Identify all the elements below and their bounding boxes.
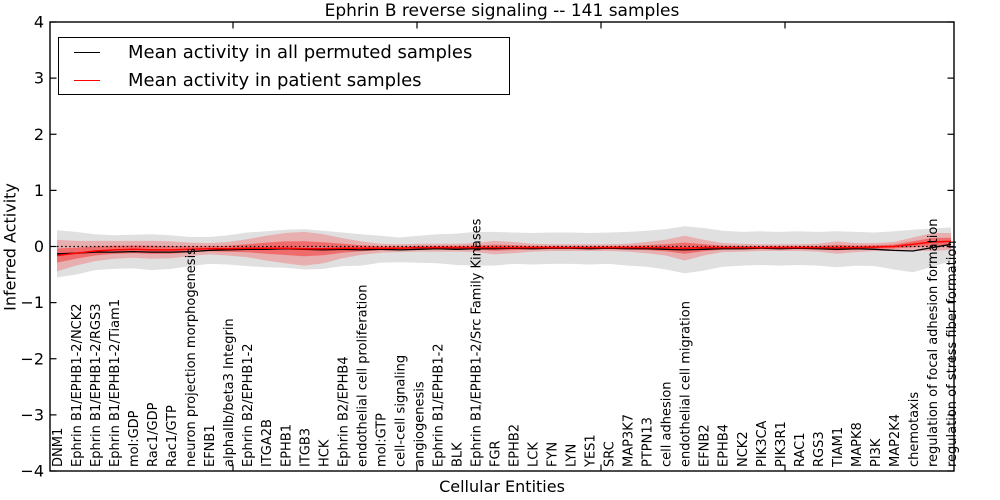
y-axis-title: Inferred Activity xyxy=(0,183,20,311)
x-category-label: regulation of focal adhesion formation xyxy=(926,218,941,467)
y-tick-label: −3 xyxy=(20,405,44,424)
x-category-label: Ephrin B1/EPHB1-2/Tiam1 xyxy=(108,299,123,467)
x-category-label: MAPK8 xyxy=(850,422,865,467)
legend: Mean activity in all permuted samples Mea… xyxy=(58,37,510,95)
x-category-label: FGR xyxy=(488,440,503,467)
y-tick-label: 1 xyxy=(34,181,44,200)
x-category-label: YES1 xyxy=(584,434,599,468)
x-category-label: EFNB1 xyxy=(203,424,218,467)
y-tick-label: 2 xyxy=(34,125,44,144)
x-category-label: SRC xyxy=(603,441,618,467)
x-category-label: cell adhesion xyxy=(660,381,675,467)
patient-band-inner xyxy=(57,237,951,263)
x-category-label: Rac1/GTP xyxy=(165,405,180,467)
x-category-label: Rac1/GDP xyxy=(146,402,161,467)
legend-item-label: Mean activity in patient samples xyxy=(128,69,422,91)
x-category-label: Ephrin B1/EPHB1-2/NCK2 xyxy=(70,303,85,467)
x-category-label: Ephrin B2/EPHB4 xyxy=(336,356,351,467)
x-category-label: LYN xyxy=(565,444,580,467)
x-category-label: regulation of stress fiber formation xyxy=(945,240,960,467)
x-category-label: alphaIIb/beta3 Integrin xyxy=(222,318,237,467)
x-category-label: EPHB2 xyxy=(508,424,523,467)
x-category-label: BLK xyxy=(450,442,465,467)
x-category-label: NCK2 xyxy=(736,431,751,467)
x-category-label: mol:GDP xyxy=(127,410,142,467)
x-category-label: RAC1 xyxy=(793,432,808,467)
x-category-label: LCK xyxy=(527,442,542,467)
x-category-label: MAP3K7 xyxy=(622,414,637,467)
patient-mean-line xyxy=(56,240,952,257)
x-category-label: HCK xyxy=(317,439,332,467)
x-category-label: PIK3CA xyxy=(755,420,770,467)
x-category-label: Ephrin B1/EPHB1-2/RGS3 xyxy=(89,303,104,467)
x-category-label: EFNB2 xyxy=(698,424,713,467)
permuted-band xyxy=(57,226,951,278)
y-tick-label: −2 xyxy=(20,349,44,368)
x-category-label: Ephrin B2/EPHB1-2 xyxy=(241,343,256,467)
legend-item-label: Mean activity in all permuted samples xyxy=(128,41,473,63)
x-category-label: chemotaxis xyxy=(907,392,922,467)
legend-line-swatch xyxy=(74,79,100,81)
legend-line-swatch xyxy=(74,51,100,53)
y-tick-label: −4 xyxy=(20,462,44,481)
x-category-label: neuron projection morphogenesis xyxy=(184,248,199,467)
x-category-label: cell-cell signaling xyxy=(393,355,408,467)
x-category-label: Ephrin B1/EPHB1-2 xyxy=(431,343,446,467)
y-tick-label: −1 xyxy=(20,293,44,312)
x-axis-title: Cellular Entities xyxy=(439,477,565,496)
chart-title: Ephrin B reverse signaling -- 141 sample… xyxy=(324,1,680,21)
y-tick-label: 4 xyxy=(34,13,44,32)
legend-item: Mean activity in patient samples xyxy=(59,66,509,94)
x-category-label: TIAM1 xyxy=(831,427,846,468)
x-category-label: Ephrin B1/EPHB1-2/Src Family Kinases xyxy=(469,218,484,467)
y-tick-label: 0 xyxy=(34,237,44,256)
x-category-label: angiogenesis xyxy=(412,381,427,467)
x-category-label: PIK3R1 xyxy=(774,421,789,467)
x-category-label: PI3K xyxy=(869,438,884,467)
patient-band-outer xyxy=(57,231,951,272)
legend-item: Mean activity in all permuted samples xyxy=(59,38,509,66)
x-category-label: FYN xyxy=(546,442,561,467)
y-tick-label: 3 xyxy=(34,69,44,88)
x-category-label: RGS3 xyxy=(812,431,827,467)
x-category-label: ITGB3 xyxy=(298,428,313,467)
x-category-label: EPHB4 xyxy=(717,424,732,467)
x-category-label: ITGA2B xyxy=(260,419,275,467)
x-category-label: DNM1 xyxy=(51,428,66,467)
x-category-label: PTPN13 xyxy=(641,417,656,467)
x-category-label: MAP2K4 xyxy=(888,414,903,467)
x-category-label: EPHB1 xyxy=(279,424,294,467)
x-category-label: endothelial cell proliferation xyxy=(355,284,370,467)
x-category-label: endothelial cell migration xyxy=(679,301,694,467)
x-category-label: mol:GTP xyxy=(374,413,389,467)
